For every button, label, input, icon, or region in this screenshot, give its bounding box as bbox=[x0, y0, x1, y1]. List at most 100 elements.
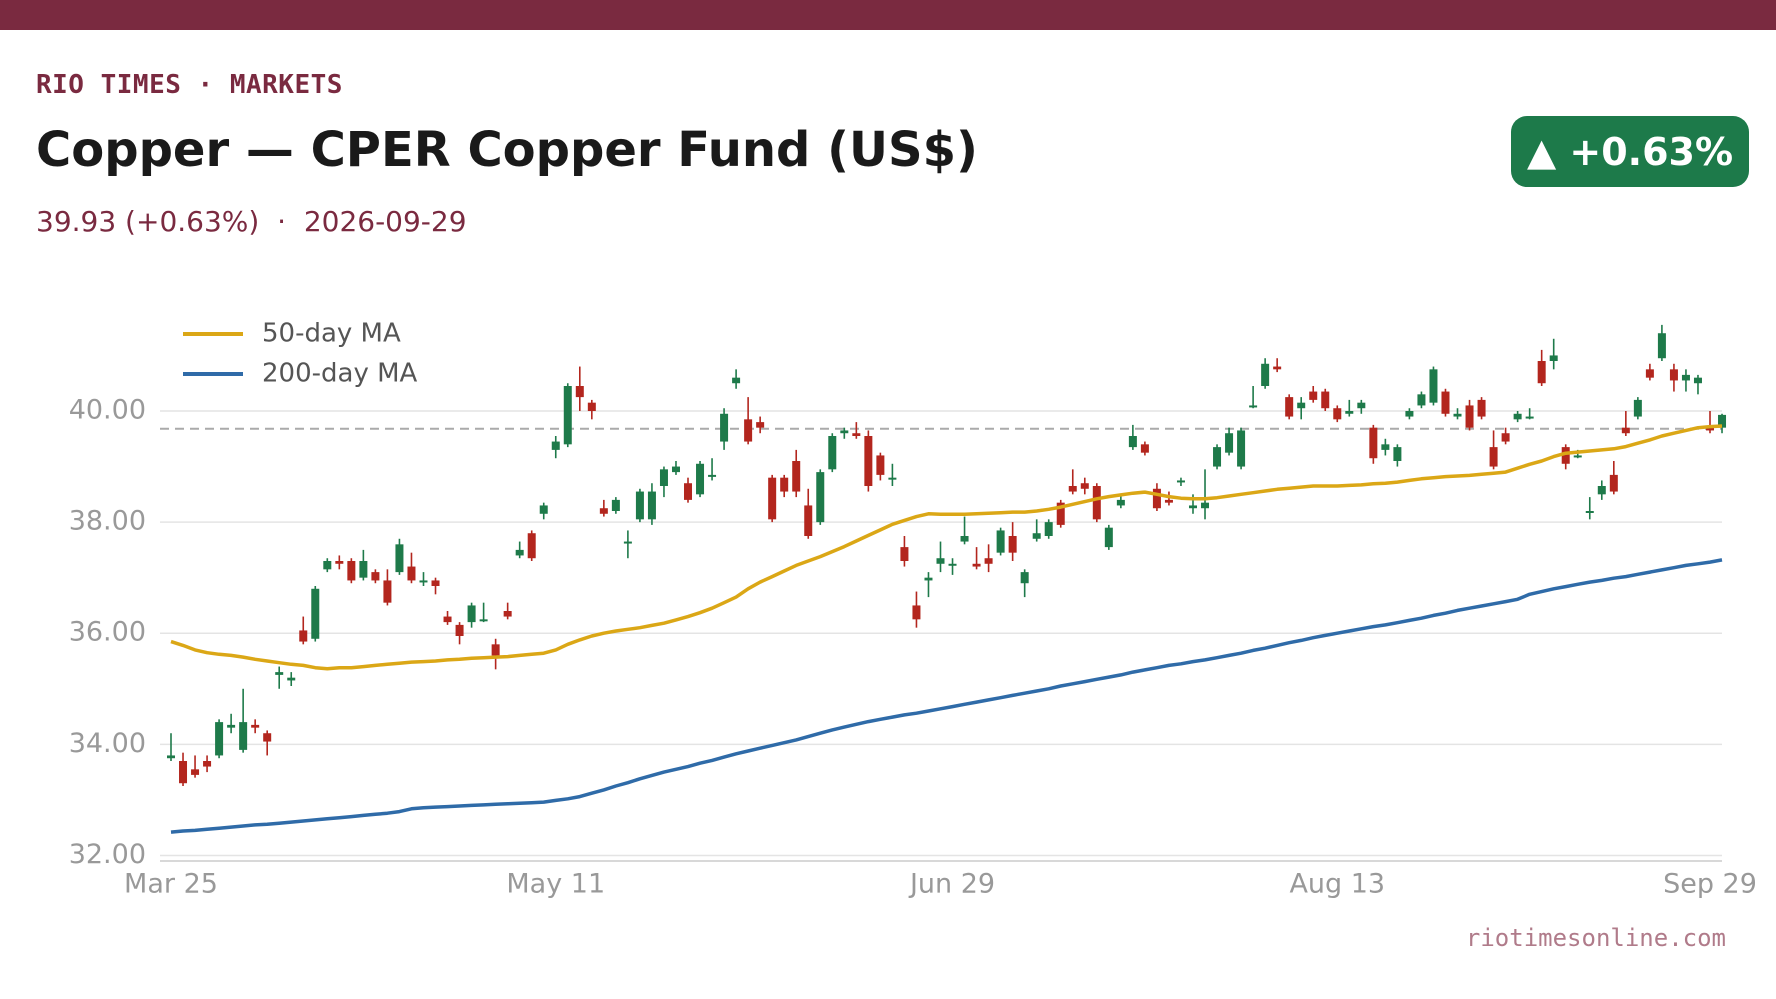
candle-body bbox=[1501, 433, 1510, 442]
candle-body bbox=[383, 580, 392, 603]
x-tick-label: Mar 25 bbox=[124, 869, 218, 900]
candle-body bbox=[756, 422, 765, 428]
candle-body bbox=[1369, 427, 1378, 459]
candle-body bbox=[1080, 483, 1089, 489]
candle-body bbox=[900, 547, 909, 561]
candle-body bbox=[1008, 536, 1017, 553]
candle-body bbox=[1345, 411, 1354, 414]
source: riotimesonline.com bbox=[1465, 924, 1726, 952]
candle-body bbox=[551, 441, 560, 450]
candle-body bbox=[732, 377, 741, 384]
candle-body bbox=[1285, 397, 1294, 417]
x-tick-label: Jun 29 bbox=[908, 869, 995, 900]
candle-body bbox=[215, 722, 224, 756]
candle-body bbox=[1669, 369, 1678, 381]
candle-body bbox=[1561, 447, 1570, 464]
candle-body bbox=[1537, 361, 1546, 384]
candle-body bbox=[1164, 499, 1173, 503]
candle-body bbox=[587, 402, 596, 411]
x-tick-label: Aug 13 bbox=[1289, 869, 1385, 900]
candle-body bbox=[1321, 391, 1330, 409]
ma-line bbox=[170, 424, 1723, 671]
candle-body bbox=[1020, 572, 1029, 584]
candle-body bbox=[1453, 413, 1462, 417]
candle-body bbox=[972, 563, 981, 567]
candle-body bbox=[996, 530, 1005, 553]
candle-body bbox=[491, 644, 500, 656]
candle-body bbox=[1044, 522, 1053, 536]
y-tick-label: 32.00 bbox=[69, 839, 146, 870]
candle-body bbox=[1429, 369, 1438, 403]
candle-body bbox=[527, 533, 536, 559]
title: Copper — CPER Copper Fund (US$) bbox=[36, 122, 978, 178]
candle-body bbox=[888, 477, 897, 480]
candle-body bbox=[335, 561, 344, 564]
candle-body bbox=[1645, 369, 1654, 378]
candle-body bbox=[167, 755, 175, 759]
candle-body bbox=[263, 733, 272, 742]
candle-body bbox=[623, 541, 632, 544]
candle-body bbox=[1140, 444, 1149, 453]
candle-body bbox=[191, 769, 200, 775]
candle-body bbox=[659, 469, 668, 486]
candle-body bbox=[395, 544, 404, 573]
candle-body bbox=[539, 505, 548, 514]
candle-body bbox=[1681, 374, 1690, 381]
candle-body bbox=[227, 724, 236, 728]
candle-body bbox=[1441, 391, 1450, 414]
candle-body bbox=[780, 477, 789, 492]
candle-body bbox=[1333, 408, 1342, 420]
candle-body bbox=[828, 436, 837, 470]
candle-body bbox=[407, 566, 416, 581]
candle-body bbox=[347, 561, 356, 581]
x-tick-label: May 11 bbox=[506, 869, 605, 900]
candle-body bbox=[1104, 527, 1113, 548]
candle-body bbox=[768, 477, 777, 520]
top-bar bbox=[0, 0, 1776, 30]
candle-body bbox=[563, 386, 572, 445]
candle-body bbox=[275, 672, 284, 675]
candle-body bbox=[1657, 333, 1666, 359]
candle-body bbox=[287, 677, 296, 681]
candle-body bbox=[515, 549, 524, 556]
candle-body bbox=[1201, 502, 1210, 509]
candle-body bbox=[804, 505, 813, 536]
candle-body bbox=[1116, 499, 1125, 506]
candle-body bbox=[816, 472, 825, 523]
candle-body bbox=[684, 483, 693, 500]
candle-body bbox=[852, 433, 861, 436]
ma-line bbox=[170, 558, 1723, 834]
candle-body bbox=[575, 386, 584, 398]
candle-body bbox=[1693, 377, 1702, 384]
candle-body bbox=[984, 558, 993, 564]
candle-body bbox=[1621, 427, 1630, 434]
candle-body bbox=[1261, 363, 1270, 386]
candle-body bbox=[647, 491, 656, 520]
candle-body bbox=[635, 491, 644, 520]
candle-body bbox=[1525, 416, 1534, 419]
candle-body bbox=[1465, 405, 1474, 428]
candle-body bbox=[1609, 474, 1618, 492]
candle-body bbox=[1597, 486, 1606, 495]
candle-body bbox=[299, 630, 308, 642]
y-tick-label: 40.00 bbox=[69, 395, 146, 426]
candle-body bbox=[311, 588, 320, 639]
candle-body bbox=[1417, 394, 1426, 406]
candle-body bbox=[479, 619, 488, 622]
candle-body bbox=[1273, 366, 1282, 370]
candle-body bbox=[467, 605, 476, 623]
kicker: RIO TIMES · MARKETS bbox=[36, 70, 343, 100]
candle-body bbox=[419, 580, 428, 583]
candle-body bbox=[792, 461, 801, 492]
y-tick-label: 36.00 bbox=[69, 617, 146, 648]
candle-body bbox=[864, 436, 873, 486]
candle-body bbox=[1706, 427, 1714, 431]
candle-body bbox=[720, 413, 729, 442]
candle-body bbox=[239, 722, 248, 750]
legend-label: 50-day MA bbox=[262, 319, 401, 349]
candle-body bbox=[1225, 433, 1234, 453]
candle-body bbox=[1176, 480, 1185, 483]
candle-body bbox=[671, 466, 680, 473]
candle-body bbox=[599, 508, 608, 514]
